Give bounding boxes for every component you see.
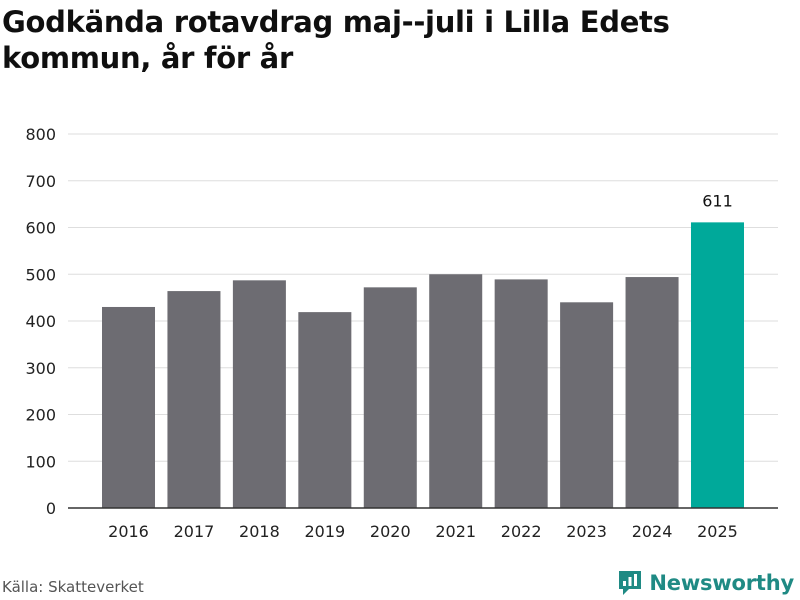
bar-2017 (167, 291, 221, 508)
bar-2020 (363, 287, 417, 508)
data-label: 611 (702, 191, 733, 210)
y-tick-label: 400 (25, 312, 56, 331)
x-tick-label: 2025 (697, 522, 738, 541)
source-note: Källa: Skatteverket (2, 578, 144, 596)
bar-2021 (429, 274, 483, 508)
x-tick-label: 2020 (370, 522, 411, 541)
brand-logo: Newsworthy (617, 569, 794, 597)
x-tick-label: 2019 (304, 522, 345, 541)
y-axis-ticks: 0 100 200 300 400 500 600 700 800 (25, 125, 56, 518)
x-axis-ticks: 2016 2017 2018 2019 2020 2021 2022 2023 2024 2025 (108, 522, 738, 541)
y-tick-label: 300 (25, 359, 56, 378)
y-tick-label: 100 (25, 452, 56, 471)
bar-2024 (625, 277, 679, 508)
newsworthy-logo-icon (619, 571, 642, 595)
x-tick-label: 2016 (108, 522, 149, 541)
y-tick-label: 800 (25, 125, 56, 144)
bar-2023 (560, 302, 614, 508)
x-tick-label: 2018 (239, 522, 280, 541)
x-tick-label: 2017 (174, 522, 215, 541)
data-labels: 611 (702, 191, 733, 210)
y-tick-label: 500 (25, 265, 56, 284)
y-tick-label: 0 (46, 499, 56, 518)
y-tick-label: 700 (25, 172, 56, 191)
x-tick-label: 2021 (435, 522, 476, 541)
x-tick-label: 2024 (632, 522, 673, 541)
bar-2022 (494, 279, 548, 508)
bar-2016 (102, 306, 156, 508)
x-tick-label: 2023 (566, 522, 607, 541)
brand-name: Newsworthy (649, 571, 794, 595)
y-tick-label: 200 (25, 406, 56, 425)
bar-2018 (232, 280, 286, 508)
bars (102, 222, 744, 509)
y-tick-label: 600 (25, 219, 56, 238)
chart-title: Godkända rotavdrag maj--juli i Lilla Ede… (2, 5, 670, 75)
bar-2019 (298, 312, 352, 508)
x-tick-label: 2022 (501, 522, 542, 541)
bar-2025 (690, 222, 744, 509)
